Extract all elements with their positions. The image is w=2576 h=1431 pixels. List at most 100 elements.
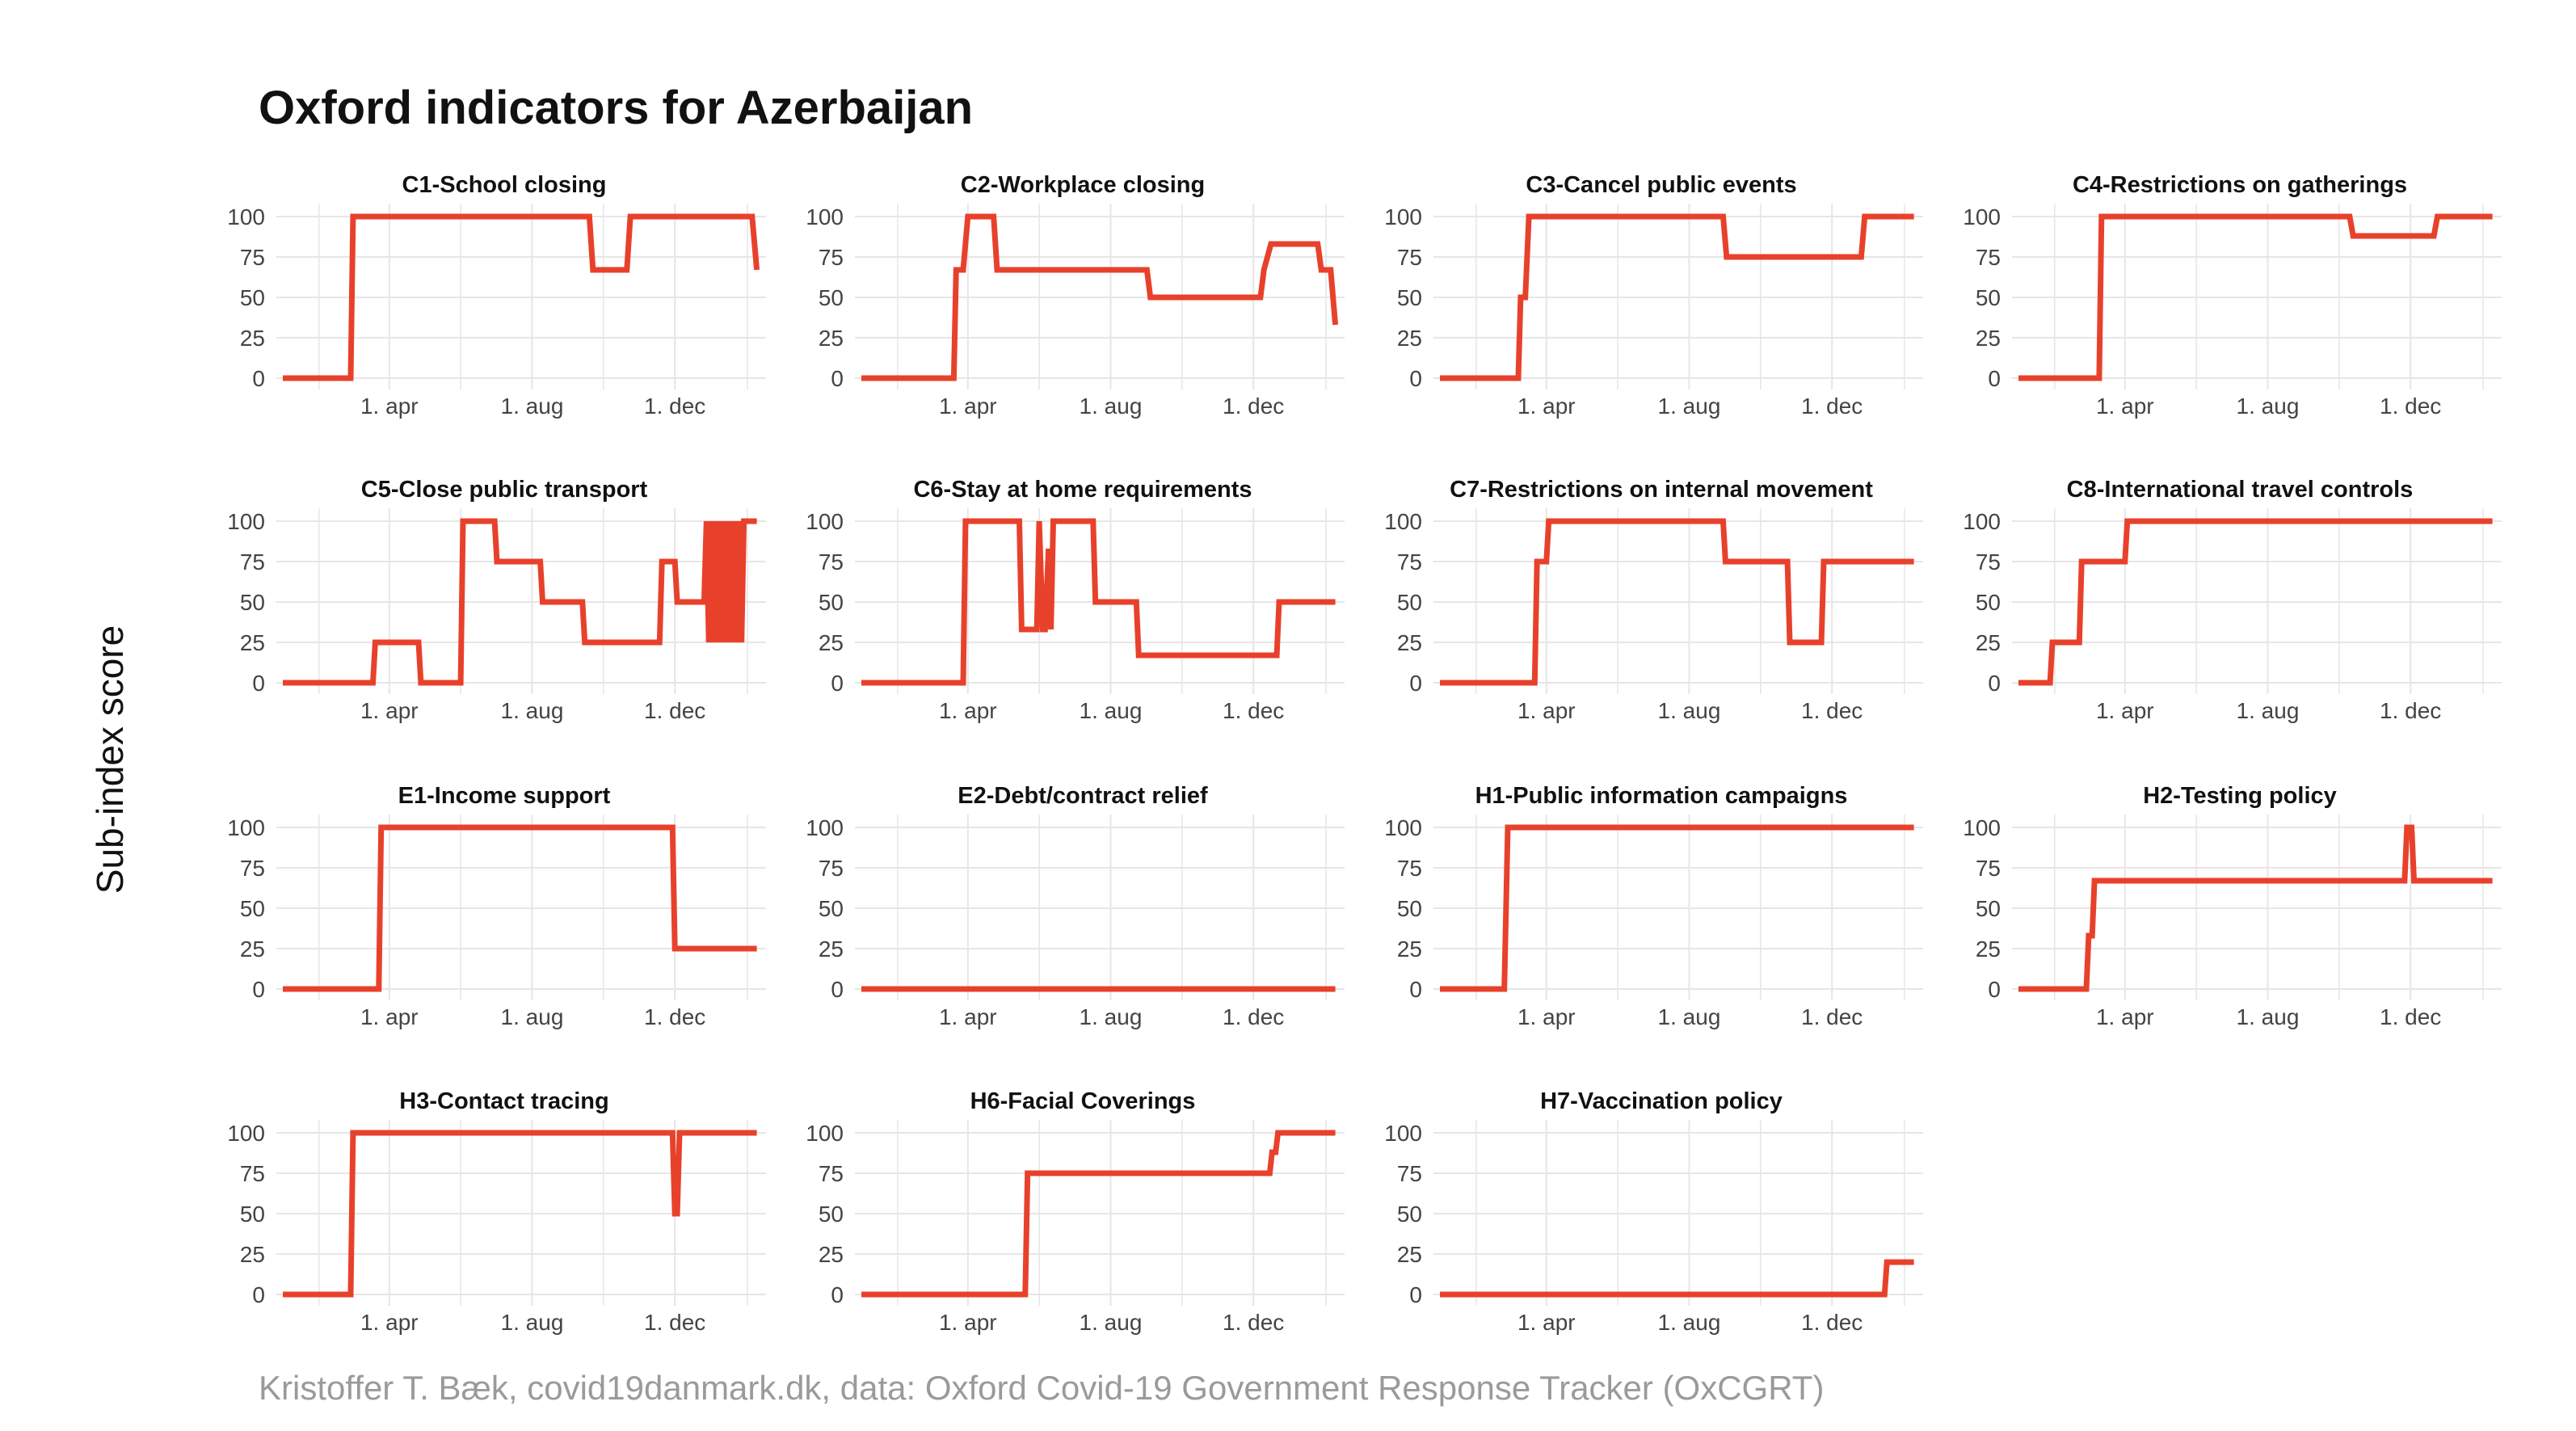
y-tick-label: 100 xyxy=(1384,509,1422,534)
y-tick-label: 50 xyxy=(240,285,265,310)
x-tick-label: 1. aug xyxy=(1658,698,1721,723)
x-tick-label: 1. apr xyxy=(360,1004,419,1029)
y-tick-label: 50 xyxy=(1397,1202,1422,1227)
y-tick-label: 100 xyxy=(1384,815,1422,840)
y-tick-label: 50 xyxy=(819,1202,844,1227)
y-tick-label: 75 xyxy=(1976,549,2001,575)
panel-title: E2-Debt/contract relief xyxy=(958,783,1208,809)
panel-12: H2-Testing policy 0 25 50 75 100 1. apr 1. aug 1… xyxy=(1963,783,2502,1029)
x-tick-label: 1. apr xyxy=(939,394,997,419)
panel-title: C6-Stay at home requirements xyxy=(913,477,1252,503)
y-tick-label: 25 xyxy=(819,630,844,655)
series-line xyxy=(861,1130,1336,1298)
y-tick-label: 75 xyxy=(819,245,844,270)
series-line xyxy=(283,824,757,992)
y-tick-label: 25 xyxy=(819,1242,844,1267)
y-tick-label: 100 xyxy=(806,509,844,534)
y-tick-label: 75 xyxy=(240,1161,265,1186)
x-tick-label: 1. aug xyxy=(501,1004,564,1029)
panel-title: E1-Income support xyxy=(398,783,611,809)
x-tick-label: 1. apr xyxy=(2096,698,2154,723)
y-tick-label: 100 xyxy=(1384,1121,1422,1146)
y-tick-label: 100 xyxy=(227,1121,265,1146)
x-tick-label: 1. dec xyxy=(644,1310,705,1335)
y-tick-label: 25 xyxy=(1397,630,1422,655)
panel-title: H7-Vaccination policy xyxy=(1540,1088,1783,1114)
panel-title: H6-Facial Coverings xyxy=(970,1088,1196,1114)
panel-15: H7-Vaccination policy 0 25 50 75 100 1. apr 1. … xyxy=(1384,1088,1923,1335)
panel-5: C5-Close public transport 0 25 50 75 100 1. ap… xyxy=(227,477,766,723)
y-tick-label: 75 xyxy=(819,1161,844,1186)
y-tick-label: 50 xyxy=(240,1202,265,1227)
y-tick-label: 100 xyxy=(1963,204,2001,229)
series-line xyxy=(1440,213,1914,381)
x-tick-label: 1. dec xyxy=(1801,1310,1863,1335)
y-tick-label: 100 xyxy=(1963,815,2001,840)
x-tick-label: 1. dec xyxy=(1223,1004,1284,1029)
panel-2: C2-Workplace closing 0 25 50 75 100 1. apr 1. a… xyxy=(806,172,1345,419)
y-tick-label: 100 xyxy=(227,815,265,840)
y-tick-label: 50 xyxy=(1397,590,1422,615)
y-tick-label: 75 xyxy=(819,549,844,575)
series-line xyxy=(2018,213,2493,381)
panel-3: C3-Cancel public events 0 25 50 75 100 1. apr 1… xyxy=(1384,172,1923,419)
y-tick-label: 0 xyxy=(1409,671,1422,696)
y-tick-label: 75 xyxy=(1397,549,1422,575)
x-tick-label: 1. apr xyxy=(2096,394,2154,419)
y-tick-label: 0 xyxy=(252,366,265,391)
x-tick-label: 1. dec xyxy=(644,698,705,723)
y-tick-label: 25 xyxy=(819,326,844,351)
panel-13: H3-Contact tracing 0 25 50 75 100 1. apr 1. aug… xyxy=(227,1088,766,1335)
series-line xyxy=(861,518,1336,686)
y-tick-label: 0 xyxy=(831,977,844,1002)
y-tick-label: 0 xyxy=(252,671,265,696)
y-tick-label: 100 xyxy=(1963,509,2001,534)
y-tick-label: 25 xyxy=(240,936,265,962)
y-tick-label: 75 xyxy=(1397,856,1422,881)
series-line xyxy=(1440,1259,1914,1298)
panel-8: C8-International travel controls 0 25 50 75 1… xyxy=(1963,477,2502,723)
y-tick-label: 0 xyxy=(1409,977,1422,1002)
x-tick-label: 1. aug xyxy=(501,1310,564,1335)
x-tick-label: 1. aug xyxy=(1080,698,1143,723)
x-tick-label: 1. apr xyxy=(2096,1004,2154,1029)
panel-title: C3-Cancel public events xyxy=(1526,172,1796,198)
y-tick-label: 75 xyxy=(1397,1161,1422,1186)
panel-title: C7-Restrictions on internal movement xyxy=(1450,477,1873,503)
panel-title: H1-Public information campaigns xyxy=(1475,783,1848,809)
x-tick-label: 1. dec xyxy=(1223,698,1284,723)
y-tick-label: 100 xyxy=(1384,204,1422,229)
y-tick-label: 0 xyxy=(831,1282,844,1307)
series-line xyxy=(1440,518,1914,686)
y-tick-label: 50 xyxy=(240,590,265,615)
y-tick-label: 0 xyxy=(1988,671,2001,696)
panel-14: H6-Facial Coverings 0 25 50 75 100 1. apr 1. au… xyxy=(806,1088,1345,1335)
y-tick-label: 0 xyxy=(1409,1282,1422,1307)
y-tick-label: 25 xyxy=(240,326,265,351)
panel-title: H3-Contact tracing xyxy=(399,1088,608,1114)
series-line xyxy=(861,213,1339,381)
x-tick-label: 1. dec xyxy=(1801,698,1863,723)
y-tick-label: 75 xyxy=(240,549,265,575)
panel-title: C4-Restrictions on gatherings xyxy=(2073,172,2407,198)
x-tick-label: 1. apr xyxy=(1517,1004,1576,1029)
y-tick-label: 0 xyxy=(831,366,844,391)
y-tick-label: 25 xyxy=(240,630,265,655)
panel-title: H2-Testing policy xyxy=(2143,783,2337,809)
panel-9: E1-Income support 0 25 50 75 100 1. apr 1. aug 1… xyxy=(227,783,766,1029)
x-tick-label: 1. dec xyxy=(644,1004,705,1029)
y-tick-label: 75 xyxy=(1976,245,2001,270)
y-tick-label: 100 xyxy=(227,509,265,534)
x-tick-label: 1. apr xyxy=(939,1310,997,1335)
y-tick-label: 100 xyxy=(806,204,844,229)
y-tick-label: 25 xyxy=(1397,1242,1422,1267)
panel-title: C1-School closing xyxy=(402,172,607,198)
x-tick-label: 1. aug xyxy=(1080,1310,1143,1335)
x-tick-label: 1. aug xyxy=(1658,1004,1721,1029)
y-tick-label: 0 xyxy=(1988,366,2001,391)
x-tick-label: 1. dec xyxy=(2380,1004,2441,1029)
x-tick-label: 1. aug xyxy=(501,394,564,419)
x-tick-label: 1. aug xyxy=(2237,1004,2300,1029)
chart-title: Oxford indicators for Azerbaijan xyxy=(259,82,974,134)
